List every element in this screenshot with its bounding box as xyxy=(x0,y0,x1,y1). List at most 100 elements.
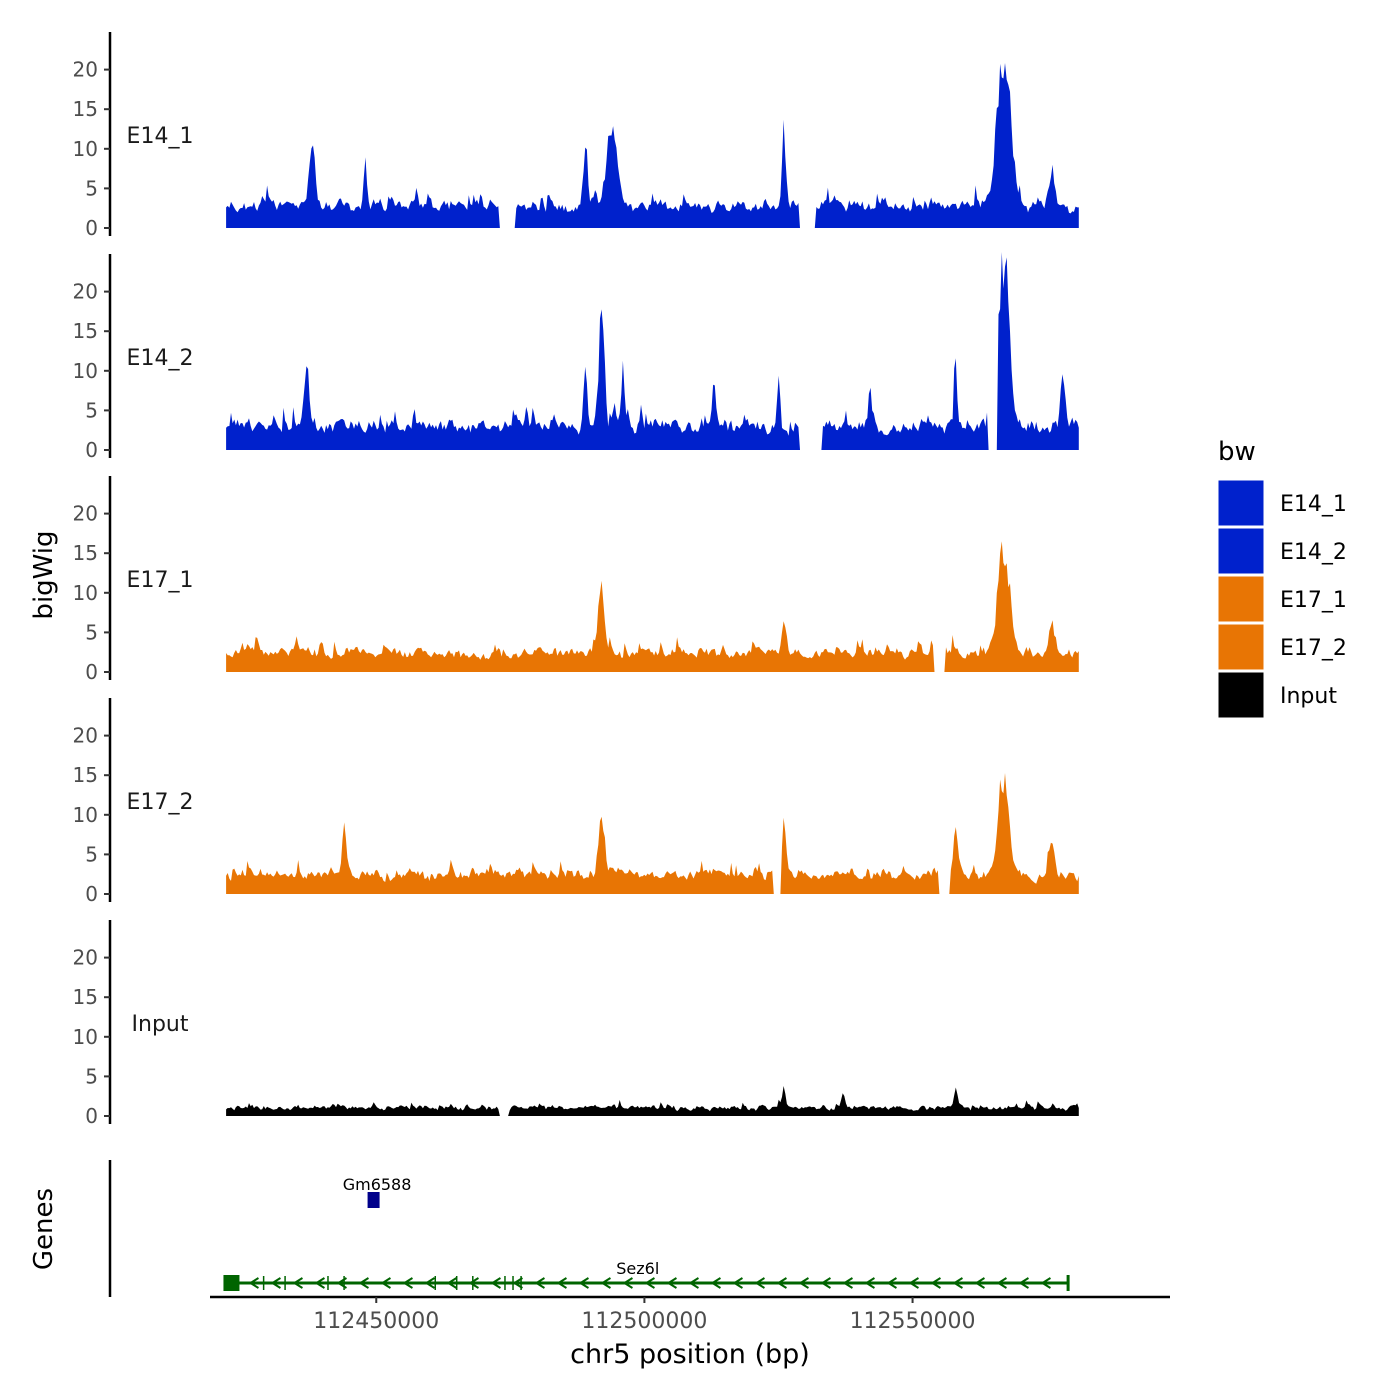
strand-arrow xyxy=(248,1277,259,1289)
y-tick-label: 5 xyxy=(85,620,98,644)
y-tick-label: 15 xyxy=(73,763,98,787)
legend-label-Input: Input xyxy=(1280,684,1337,709)
strand-arrow xyxy=(710,1277,721,1289)
y-tick-label: 15 xyxy=(73,985,98,1009)
strand-arrow xyxy=(798,1277,809,1289)
y-tick-label: 10 xyxy=(73,359,98,383)
panel-E17_1: 0 5 10 15 20 E17_1 xyxy=(73,476,1079,684)
strand-arrow xyxy=(842,1277,853,1289)
strand-arrow xyxy=(534,1277,545,1289)
panel-label: E14_1 xyxy=(127,124,194,149)
y-tick-label: 0 xyxy=(85,438,98,462)
y-tick-label: 10 xyxy=(73,803,98,827)
strand-arrow xyxy=(600,1277,611,1289)
panel-E14_2: 0 5 10 15 20 E14_2 xyxy=(73,252,1079,462)
y-tick-label: 5 xyxy=(85,1064,98,1088)
strand-arrow xyxy=(732,1277,743,1289)
y-tick-label: 15 xyxy=(73,319,98,343)
legend-swatch-E14_2 xyxy=(1217,527,1265,575)
strand-arrow xyxy=(644,1277,655,1289)
y-tick-label: 0 xyxy=(85,660,98,684)
legend-swatch-E17_1 xyxy=(1217,575,1265,623)
strand-arrow xyxy=(424,1277,435,1289)
y-tick-label: 10 xyxy=(73,1025,98,1049)
legend-label-E17_2: E17_2 xyxy=(1280,636,1347,661)
panel-label: E14_2 xyxy=(127,346,194,371)
y-tick-label: 20 xyxy=(73,946,98,970)
legend-title: bw xyxy=(1218,437,1256,467)
strand-arrow xyxy=(468,1277,479,1289)
y-axis-label: bigWig xyxy=(29,530,59,619)
gene-Gm6588-body xyxy=(367,1192,380,1208)
legend-label-E14_1: E14_1 xyxy=(1280,492,1347,517)
y-tick-label: 5 xyxy=(85,842,98,866)
strand-arrow xyxy=(1018,1277,1029,1289)
signal-E17_2 xyxy=(226,773,1079,894)
legend-swatch-E14_1 xyxy=(1217,479,1265,527)
strand-arrow xyxy=(666,1277,677,1289)
strand-arrow xyxy=(974,1277,985,1289)
legend-label-E14_2: E14_2 xyxy=(1280,540,1347,565)
strand-arrow xyxy=(952,1277,963,1289)
strand-arrow xyxy=(688,1277,699,1289)
x-axis-label: chr5 position (bp) xyxy=(570,1339,810,1370)
strand-arrow xyxy=(864,1277,875,1289)
legend-label-E17_1: E17_1 xyxy=(1280,588,1347,613)
signal-Input xyxy=(226,1086,1079,1116)
y-tick-label: 20 xyxy=(73,58,98,82)
y-tick-label: 20 xyxy=(73,502,98,526)
panel-E17_2: 0 5 10 15 20 E17_2 xyxy=(73,698,1079,906)
signal-E14_2 xyxy=(226,252,1079,450)
strand-arrow xyxy=(996,1277,1007,1289)
signal-E17_1 xyxy=(226,541,1079,672)
y-tick-label: 20 xyxy=(73,724,98,748)
strand-arrow xyxy=(754,1277,765,1289)
y-tick-label: 10 xyxy=(73,581,98,605)
gene-Gm6588-label: Gm6588 xyxy=(343,1175,412,1194)
x-tick-label: 112450000 xyxy=(313,1309,439,1334)
signal-E14_1 xyxy=(226,63,1079,228)
legend-swatch-Input xyxy=(1217,671,1265,719)
y-tick-label: 0 xyxy=(85,216,98,240)
legend-swatch-E17_2 xyxy=(1217,623,1265,671)
strand-arrow xyxy=(622,1277,633,1289)
strand-arrow xyxy=(930,1277,941,1289)
y-tick-label: 10 xyxy=(73,137,98,161)
panel-Input: 0 5 10 15 20 Input xyxy=(73,920,1079,1128)
panel-label: E17_2 xyxy=(127,790,194,815)
strand-arrow xyxy=(446,1277,457,1289)
strand-arrow xyxy=(380,1277,391,1289)
strand-arrow xyxy=(776,1277,787,1289)
x-tick-label: 112500000 xyxy=(581,1309,707,1334)
gene-Sez6l-exon-start xyxy=(223,1275,240,1291)
panel-label: Input xyxy=(132,1012,189,1037)
legend: bw E14_1 E14_2 E17_1 E17_2 Input xyxy=(1217,437,1347,719)
strand-arrow xyxy=(314,1277,325,1289)
strand-arrow xyxy=(402,1277,413,1289)
strand-arrow xyxy=(820,1277,831,1289)
y-tick-label: 0 xyxy=(85,1104,98,1128)
x-tick-label: 112550000 xyxy=(850,1309,976,1334)
strand-arrow xyxy=(512,1277,523,1289)
y-tick-label: 5 xyxy=(85,398,98,422)
y-tick-label: 15 xyxy=(73,541,98,565)
genes-label: Genes xyxy=(29,1188,59,1270)
gene-Sez6l-label: Sez6l xyxy=(616,1259,659,1278)
strand-arrow xyxy=(336,1277,347,1289)
strand-arrow xyxy=(292,1277,303,1289)
y-tick-label: 15 xyxy=(73,97,98,121)
strand-arrow xyxy=(270,1277,281,1289)
y-tick-label: 20 xyxy=(73,280,98,304)
y-tick-label: 0 xyxy=(85,882,98,906)
strand-arrow xyxy=(578,1277,589,1289)
panel-label: E17_1 xyxy=(127,568,194,593)
y-tick-label: 5 xyxy=(85,176,98,200)
strand-arrow xyxy=(490,1277,501,1289)
strand-arrow xyxy=(358,1277,369,1289)
strand-arrow xyxy=(908,1277,919,1289)
strand-arrow xyxy=(556,1277,567,1289)
strand-arrow xyxy=(1040,1277,1051,1289)
panel-E14_1: 0 5 10 15 20 E14_1 xyxy=(73,32,1079,240)
strand-arrow xyxy=(886,1277,897,1289)
